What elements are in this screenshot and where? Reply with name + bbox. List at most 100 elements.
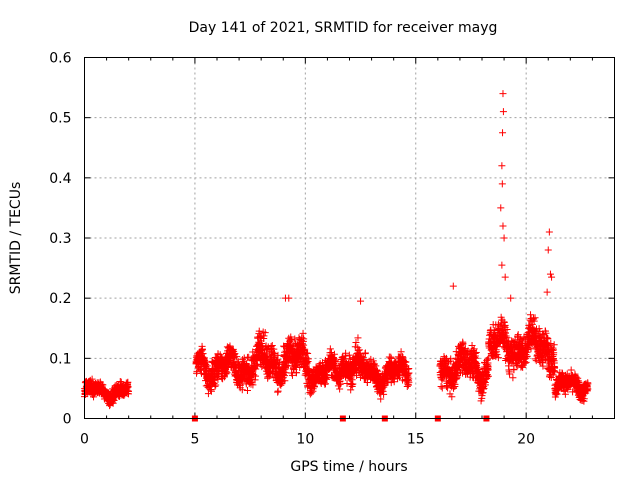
data-point <box>405 369 413 377</box>
data-point <box>262 352 270 360</box>
data-point <box>384 378 392 386</box>
data-point <box>260 332 268 340</box>
data-point <box>580 395 588 403</box>
data-point <box>549 371 557 379</box>
data-point <box>212 381 220 389</box>
peak-point <box>501 273 509 281</box>
data-point <box>547 339 555 347</box>
peak-point <box>507 294 515 302</box>
y-axis-label: SRMTID / TECUs <box>8 182 24 295</box>
data-point <box>207 386 215 394</box>
x-tick-label: 5 <box>190 432 199 448</box>
data-point <box>252 365 260 373</box>
data-point <box>352 339 360 347</box>
data-point <box>255 327 263 335</box>
peak-point <box>548 273 556 281</box>
data-point <box>211 382 219 390</box>
data-point <box>519 363 527 371</box>
data-point <box>220 373 228 381</box>
data-point <box>274 351 282 359</box>
data-point <box>252 372 260 380</box>
data-point <box>284 362 292 370</box>
data-point <box>453 368 461 376</box>
x-tick-label: 15 <box>407 432 425 448</box>
peak-point <box>499 108 507 116</box>
data-point <box>193 367 201 375</box>
peak-point <box>543 288 551 296</box>
data-point <box>405 378 413 386</box>
data-point <box>453 374 461 382</box>
data-point <box>501 321 509 329</box>
data-point <box>442 354 450 362</box>
data-point <box>347 386 355 394</box>
data-point <box>321 380 329 388</box>
x-tick-label: 20 <box>517 432 535 448</box>
data-point <box>125 390 133 398</box>
data-point <box>288 336 296 344</box>
y-tick-label: 0.6 <box>49 51 71 67</box>
data-point <box>480 384 488 392</box>
data-point <box>292 369 300 377</box>
data-point <box>372 362 380 370</box>
data-point <box>474 365 482 373</box>
data-point <box>274 387 282 395</box>
data-point <box>502 332 510 340</box>
data-point <box>484 354 492 362</box>
data-point <box>472 348 480 356</box>
data-point <box>550 349 558 357</box>
data-point <box>281 377 289 385</box>
data-point <box>531 355 539 363</box>
data-point <box>214 375 222 383</box>
peak-point <box>498 162 506 170</box>
data-point <box>493 351 501 359</box>
data-point <box>373 367 381 375</box>
data-point <box>397 348 405 356</box>
y-tick-label: 0.2 <box>49 291 71 307</box>
chart-title: Day 141 of 2021, SRMTID for receiver may… <box>189 20 498 36</box>
data-point <box>342 349 350 357</box>
y-tick-label: 0.3 <box>49 231 71 247</box>
data-point <box>327 349 335 357</box>
data-points <box>80 90 592 422</box>
data-point <box>509 374 517 382</box>
peak-point <box>449 282 457 290</box>
data-point <box>310 382 318 390</box>
data-point <box>243 386 251 394</box>
peak-point <box>357 297 365 305</box>
peak-point <box>285 294 293 302</box>
data-point <box>223 369 231 377</box>
data-point <box>522 353 530 361</box>
y-tick-label: 0 <box>63 412 72 428</box>
data-point <box>238 386 246 394</box>
peak-point <box>544 246 552 254</box>
peak-point <box>499 222 507 230</box>
peak-point <box>499 90 507 98</box>
data-point <box>370 360 378 368</box>
data-point <box>207 387 215 395</box>
data-point <box>292 362 300 370</box>
data-point <box>304 355 312 363</box>
data-point <box>288 371 296 379</box>
data-point <box>299 329 307 337</box>
data-point <box>518 362 526 370</box>
x-tick-label: 10 <box>296 432 314 448</box>
data-point <box>354 334 362 342</box>
data-point <box>303 359 311 367</box>
y-tick-label: 0.4 <box>49 171 71 187</box>
x-axis-label: GPS time / hours <box>290 459 407 475</box>
data-point <box>348 376 356 384</box>
axis-ticks: 0 5 10 15 20 0 0.1 0.2 0.3 0.4 0.5 0.6 <box>49 51 615 448</box>
data-point <box>459 339 467 347</box>
data-point <box>402 358 410 366</box>
data-point <box>349 380 357 388</box>
data-point <box>203 362 211 370</box>
data-point <box>508 337 516 345</box>
data-point <box>521 358 529 366</box>
data-point <box>560 387 568 395</box>
y-tick-label: 0.1 <box>49 351 71 367</box>
data-point <box>530 317 538 325</box>
data-point <box>544 335 552 343</box>
data-point <box>355 346 363 354</box>
data-point <box>542 329 550 337</box>
data-point <box>531 314 539 322</box>
